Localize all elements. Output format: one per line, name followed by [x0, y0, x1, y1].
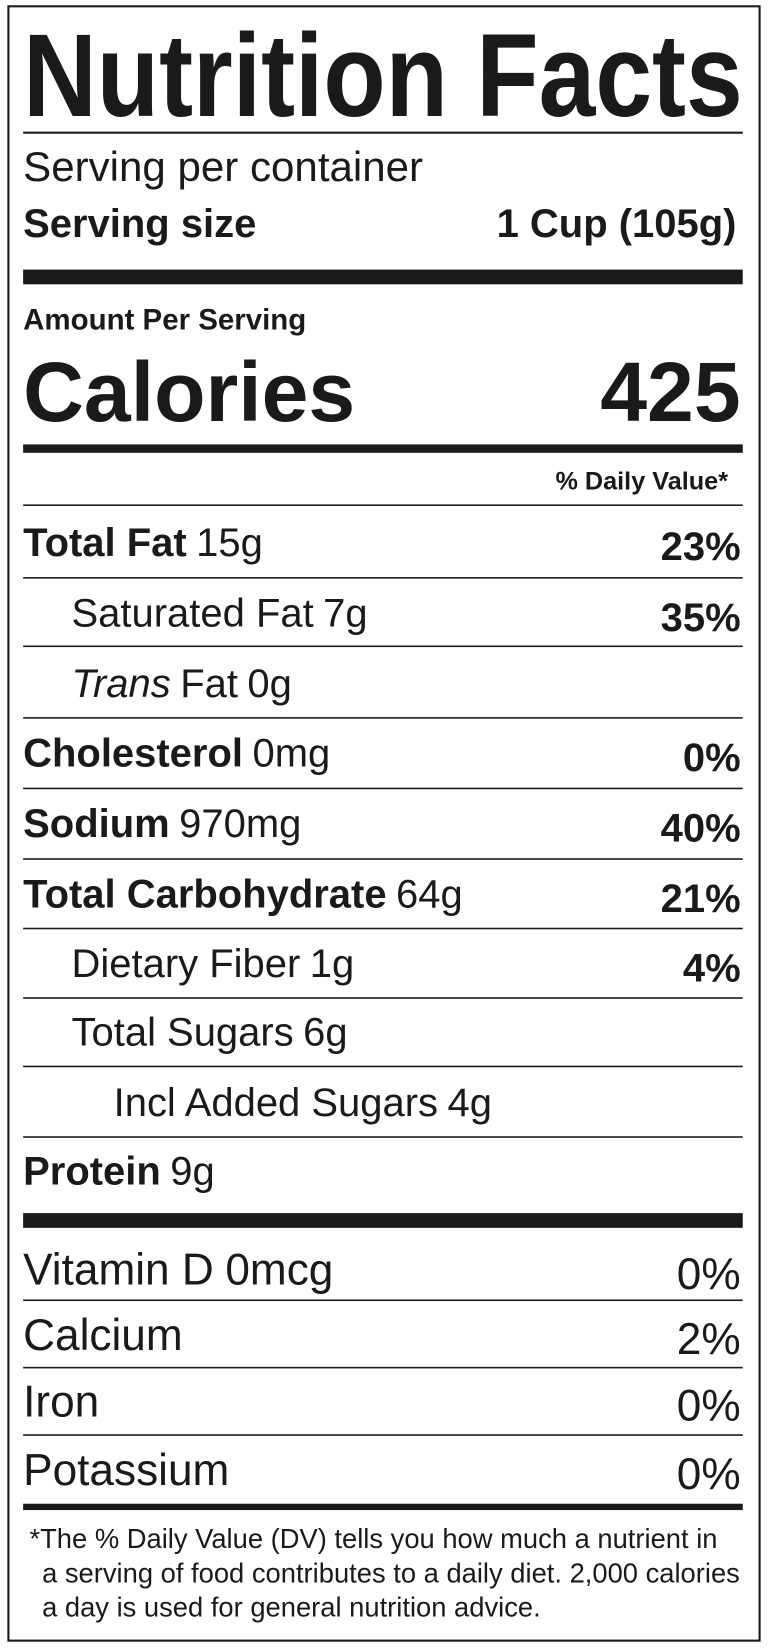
nutrient-amount: 64g: [396, 873, 463, 917]
nutrient-row: Total Carbohydrate 64g: [23, 873, 463, 917]
vitamin-row: Calcium: [23, 1311, 183, 1360]
vitamin-row: Iron: [23, 1377, 99, 1426]
vitamin-label: Iron: [23, 1377, 99, 1426]
nutrient-row: Trans Fat 0g: [72, 662, 292, 706]
divider: [23, 577, 743, 579]
nutrient-row: Incl Added Sugars 4g: [114, 1081, 492, 1125]
nutrient-label: Dietary Fiber: [72, 942, 301, 986]
nutrient-label: Total Sugars: [72, 1011, 294, 1055]
amount-per-serving: Amount Per Serving: [23, 304, 306, 337]
divider: [23, 1065, 743, 1068]
vitamin-label: Potassium: [23, 1446, 229, 1495]
nutrient-label: Fat: [180, 662, 238, 706]
nutrient-label: Saturated Fat: [72, 592, 314, 636]
nutrient-amount: 4g: [447, 1081, 491, 1125]
nutrient-amount: 970mg: [179, 802, 301, 846]
nutrient-daily-value: 23%: [661, 525, 741, 569]
title: Nutrition Facts: [23, 9, 743, 141]
nutrient-daily-value: 21%: [661, 877, 741, 921]
divider: [23, 645, 743, 648]
divider: [23, 131, 743, 134]
nutrient-row: Total Fat 15g: [23, 521, 263, 565]
nutrient-daily-value: 35%: [661, 596, 741, 640]
nutrient-row: Total Sugars 6g: [72, 1011, 348, 1055]
nutrient-label: Sodium: [23, 802, 170, 846]
nutrient-amount: 0g: [247, 662, 291, 706]
medium-bar: [23, 444, 743, 453]
thick-bar: [23, 1213, 743, 1228]
vitamin-daily-value: 0%: [677, 1250, 741, 1299]
calories-value: 425: [600, 345, 740, 439]
calories-label: Calories: [23, 345, 355, 439]
nutrient-daily-value: 4%: [683, 946, 741, 990]
divider: [23, 997, 743, 999]
nutrient-amount: 9g: [170, 1150, 214, 1194]
serving-size-label: Serving size: [23, 202, 256, 246]
divider: [23, 1366, 743, 1369]
nutrient-label: Total Carbohydrate: [23, 873, 386, 917]
nutrient-daily-value: 40%: [661, 806, 741, 850]
nutrient-label-italic: Trans: [72, 662, 171, 706]
nutrient-daily-value: 0%: [683, 736, 741, 780]
divider: [23, 717, 743, 719]
nutrient-label: Total Fat: [23, 521, 187, 565]
nutrient-amount: 1g: [310, 942, 354, 986]
footnote-line: *The % Daily Value (DV) tells you how mu…: [29, 1523, 717, 1554]
nutrient-amount: 15g: [196, 521, 263, 565]
nutrient-label: Cholesterol: [23, 732, 243, 776]
footnote-line: a serving of food contributes to a daily…: [42, 1558, 740, 1589]
vitamin-daily-value: 0%: [677, 1382, 741, 1431]
nutrient-row: Saturated Fat 7g: [72, 592, 368, 636]
vitamin-daily-value: 0%: [677, 1450, 741, 1499]
nutrient-row: Dietary Fiber 1g: [72, 942, 355, 986]
vitamin-row: Vitamin D 0mcg: [23, 1246, 333, 1295]
vitamin-amount: 0mcg: [225, 1246, 333, 1295]
vitamin-label: Vitamin D: [23, 1246, 214, 1295]
divider: [23, 787, 743, 790]
divider: [23, 927, 743, 930]
divider: [23, 1434, 743, 1436]
nutrient-label: Protein: [23, 1150, 161, 1194]
medium-bar: [23, 1503, 743, 1511]
divider: [23, 1136, 743, 1138]
nutrient-row: Cholesterol 0mg: [23, 732, 330, 776]
footnote-line: a day is used for general nutrition advi…: [42, 1591, 541, 1622]
divider: [23, 1299, 743, 1302]
thick-bar: [23, 269, 743, 285]
divider: [23, 858, 743, 860]
nutrient-row: Sodium 970mg: [23, 802, 301, 846]
divider: [23, 504, 743, 506]
nutrient-row: Protein 9g: [23, 1150, 215, 1194]
vitamin-row: Potassium: [23, 1446, 229, 1495]
nutrient-amount: 0mg: [252, 732, 330, 776]
nutrient-amount: 6g: [303, 1011, 347, 1055]
nutrient-label: Incl Added Sugars: [114, 1081, 438, 1125]
vitamin-daily-value: 2%: [677, 1315, 741, 1364]
daily-value-header: % Daily Value*: [555, 468, 728, 496]
serving-size-value: 1 Cup (105g): [497, 202, 737, 246]
serving-per-container: Serving per container: [23, 143, 423, 190]
label-border: [7, 5, 761, 1642]
nutrient-amount: 7g: [323, 592, 367, 636]
vitamin-label: Calcium: [23, 1311, 183, 1360]
